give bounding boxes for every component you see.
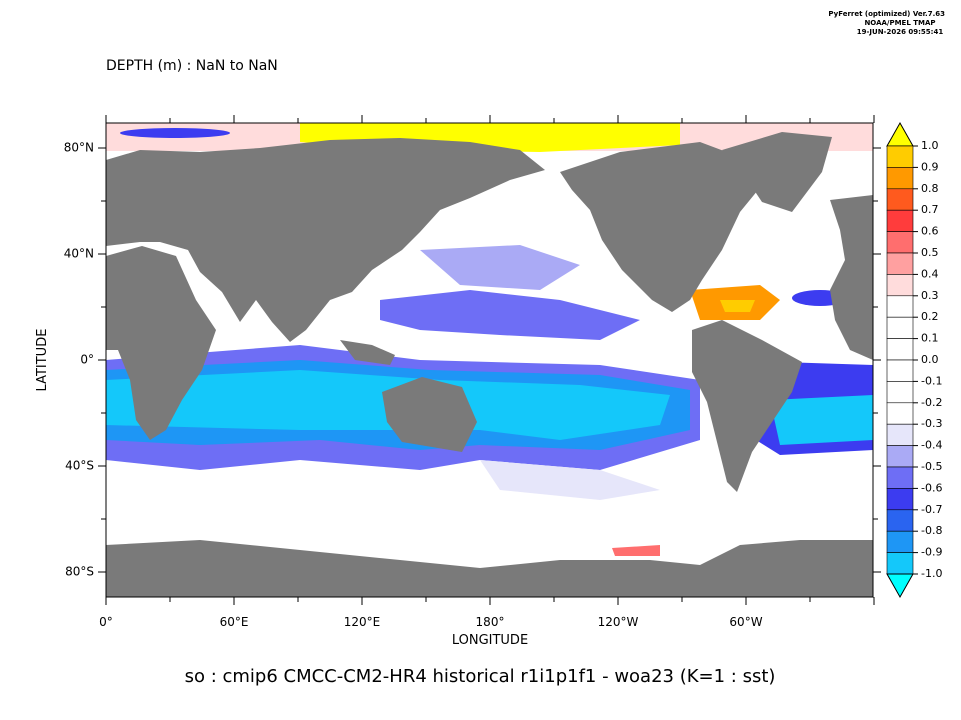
colorbar-box	[886, 509, 914, 532]
colorbar-box	[886, 295, 914, 318]
colorbar-label: -0.4	[921, 439, 942, 452]
x-tick-label: 180°	[476, 615, 505, 629]
colorbar-label: 0.6	[921, 225, 939, 238]
colorbar-triangle	[886, 121, 914, 147]
colorbar-box	[886, 445, 914, 468]
colorbar-label: 0.8	[921, 182, 939, 195]
colorbar-box	[886, 402, 914, 425]
subtitle: DEPTH (m) : NaN to NaN	[106, 58, 278, 74]
colorbar-box	[886, 466, 914, 489]
colorbar-box	[886, 338, 914, 361]
x-tick-label: 120°W	[598, 615, 639, 629]
colorbar-label: -0.2	[921, 396, 942, 409]
colorbar-label: -0.1	[921, 374, 942, 387]
colorbar-box	[886, 209, 914, 232]
colorbar-label: -0.3	[921, 417, 942, 430]
colorbar-label: 0.1	[921, 332, 939, 345]
colorbar-label: 0.5	[921, 246, 939, 259]
x-tick-label: 60°E	[220, 615, 249, 629]
colorbar-box	[886, 423, 914, 446]
colorbar-label: -1.0	[921, 567, 942, 580]
colorbar-label: 0.4	[921, 267, 939, 280]
x-tick-label: 120°E	[344, 615, 381, 629]
y-tick-label: 40°S	[65, 459, 94, 473]
y-tick-label: 80°S	[65, 565, 94, 579]
colorbar-label: 0.0	[921, 353, 939, 366]
colorbar-box	[886, 274, 914, 297]
colorbar-box	[886, 316, 914, 339]
colorbar-box	[886, 488, 914, 511]
x-tick-label: 0°	[99, 615, 113, 629]
colorbar-box	[886, 145, 914, 168]
header-org: NOAA/PMEL TMAP	[864, 19, 935, 27]
colorbar-label: 0.3	[921, 289, 939, 302]
y-tick-label: 40°N	[64, 247, 94, 261]
colorbar-box	[886, 359, 914, 382]
colorbar-label: 0.9	[921, 160, 939, 173]
colorbar-label: 0.7	[921, 203, 939, 216]
colorbar-box	[886, 231, 914, 254]
colorbar-label: -0.9	[921, 546, 942, 559]
colorbar-box	[886, 252, 914, 275]
colorbar-box	[886, 188, 914, 211]
x-tick-label: 60°W	[729, 615, 762, 629]
plot-title: so : cmip6 CMCC-CM2-HR4 historical r1i1p…	[185, 666, 776, 687]
colorbar-label: -0.7	[921, 503, 942, 516]
colorbar-box	[886, 552, 914, 575]
y-axis-label: LATITUDE	[35, 329, 50, 392]
colorbar-label: -0.8	[921, 524, 942, 537]
header-timestamp: 19-JUN-2026 09:55:41	[857, 28, 944, 36]
map	[106, 123, 873, 597]
colorbar-box	[886, 381, 914, 404]
colorbar-box	[886, 167, 914, 190]
colorbar-box	[886, 530, 914, 553]
header-program: PyFerret (optimized) Ver.7.63	[828, 10, 945, 18]
colorbar-label: 0.2	[921, 310, 939, 323]
y-tick-label: 80°N	[64, 141, 94, 155]
colorbar-triangle	[886, 573, 914, 599]
y-tick-label: 0°	[80, 353, 94, 367]
colorbar-label: 1.0	[921, 139, 939, 152]
colorbar-label: -0.6	[921, 481, 942, 494]
colorbar-label: -0.5	[921, 460, 942, 473]
x-axis-label: LONGITUDE	[452, 633, 528, 648]
